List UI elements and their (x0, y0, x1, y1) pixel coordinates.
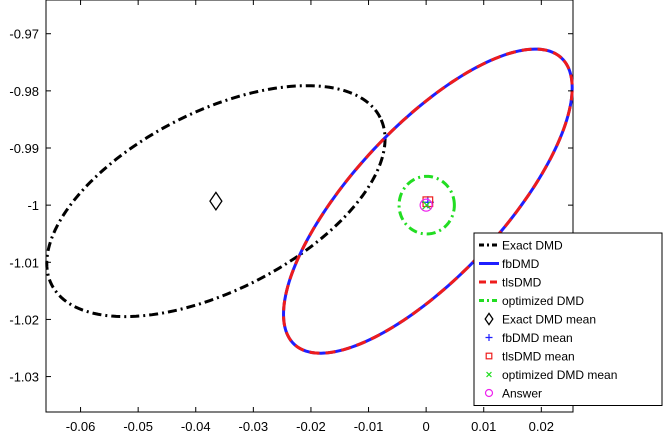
legend-label-optimized-dmd: optimized DMD (502, 294, 584, 308)
x-tick-label: -0.05 (123, 419, 153, 434)
marker-answer (419, 198, 433, 212)
y-tick-label: -0.99 (9, 141, 39, 156)
legend-marker-fbdmd-mean (485, 334, 493, 341)
legend-label-exact-dmd-mean: Exact DMD mean (502, 313, 596, 327)
marker-optimized-dmd-mean (422, 200, 432, 210)
x-tick-label: -0.04 (181, 419, 211, 434)
marker-exact-dmd-mean (209, 191, 223, 212)
legend-label-exact-dmd: Exact DMD (502, 239, 563, 253)
legend-marker-answer (484, 388, 494, 398)
legend: Exact DMD fbDMD tlsDMD optimized DMD Exact D… (473, 232, 663, 406)
legend-label-optimized-dmd-mean: optimized DMD mean (502, 368, 617, 382)
y-tick-label: -1.01 (9, 255, 39, 270)
x-tick-label: -0.02 (296, 419, 326, 434)
x-tick-label: 0.01 (471, 419, 496, 434)
y-tick-label: -1.03 (9, 370, 39, 385)
legend-marker-exact-dmd-mean (484, 312, 494, 326)
legend-label-answer: Answer (502, 387, 542, 401)
x-tick-label: -0.01 (354, 419, 384, 434)
legend-label-fbdmd: fbDMD (502, 257, 540, 271)
y-tick-label: -1 (27, 198, 39, 213)
x-tick-label: -0.06 (66, 419, 96, 434)
legend-marker-optimized-dmd-mean (486, 371, 492, 378)
legend-label-tlsdmd: tlsDMD (502, 276, 542, 290)
legend-box (473, 232, 663, 406)
x-tick-label: 0.02 (529, 419, 554, 434)
legend-marker-tlsdmd-mean (485, 352, 493, 360)
legend-label-fbdmd-mean: fbDMD mean (502, 331, 573, 345)
x-tick-label: -0.03 (239, 419, 269, 434)
x-tick-label: 0 (423, 419, 430, 434)
series-markers (209, 191, 434, 212)
y-tick-label: -0.98 (9, 84, 39, 99)
y-tick-label: -1.02 (9, 312, 39, 327)
series-curves (45, 47, 574, 355)
y-tick-label: -0.97 (9, 27, 39, 42)
ellipse-tlsdmd (282, 47, 574, 355)
legend-label-tlsdmd-mean: tlsDMD mean (502, 350, 575, 364)
y-axis: -0.97 -0.98 -0.99 -1 -1.01 -1.02 -1.03 (9, 27, 573, 385)
ellipse-exact-dmd (45, 84, 387, 319)
x-axis: -0.06 -0.05 -0.04 -0.03 -0.02 -0.01 0 0.01 0.02 (66, 0, 554, 434)
ellipse-optimized-dmd (397, 174, 456, 236)
